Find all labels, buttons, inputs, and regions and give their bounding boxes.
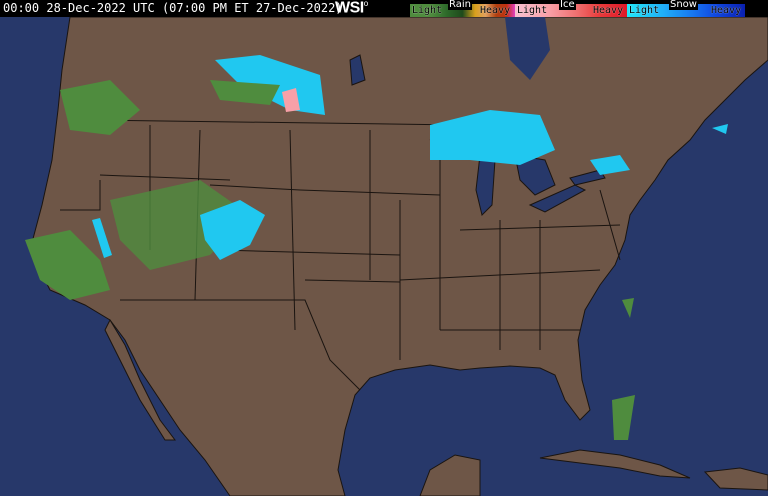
rain-carolina-coast [622, 298, 634, 318]
legend-ice-heavy: Heavy [593, 5, 624, 16]
hispaniola [703, 467, 768, 491]
legend-snow: Light Snow Heavy [627, 0, 745, 17]
radar-returns [25, 55, 728, 440]
rain-florida-keys [612, 395, 635, 440]
lake-huron [514, 154, 556, 196]
radar-map[interactable] [0, 17, 768, 496]
north-america-land [29, 17, 768, 496]
snow-northeast [712, 124, 728, 134]
legend-rain-heavy: Heavy [480, 5, 511, 16]
rain-california [25, 230, 110, 300]
snow-rockies [200, 200, 265, 260]
snow-great-lakes [430, 110, 555, 165]
hudson-bay-and-lakes [505, 17, 550, 80]
ice-montana [282, 88, 300, 112]
snow-sierra [92, 218, 112, 258]
legend-ice-light: Light [517, 5, 548, 16]
yucatan [419, 454, 481, 496]
baja-peninsula [104, 318, 176, 441]
rain-montana [210, 80, 280, 105]
legend-rain: Light Rain Heavy [410, 0, 515, 17]
legend-ice-title: Ice [559, 0, 576, 10]
legend-snow-heavy: Heavy [711, 5, 742, 16]
legend-snow-light: Light [629, 5, 660, 16]
snow-ontario [590, 155, 630, 175]
lake-erie [528, 184, 587, 213]
legend-rain-title: Rain [448, 0, 472, 10]
timestamp: 00:00 28-Dec-2022 UTC (07:00 PM ET 27-De… [3, 1, 343, 15]
lake-winnipeg [349, 54, 366, 86]
legend-snow-title: Snow [669, 0, 698, 10]
legend-rain-light: Light [412, 5, 443, 16]
header-bar: 00:00 28-Dec-2022 UTC (07:00 PM ET 27-De… [0, 0, 768, 17]
legend-ice: Light Ice Heavy [515, 0, 627, 17]
rain-pacific-nw [60, 80, 140, 135]
wsi-logo: WSIo [335, 0, 368, 17]
lake-ontario [569, 169, 606, 186]
cuba [539, 449, 691, 479]
